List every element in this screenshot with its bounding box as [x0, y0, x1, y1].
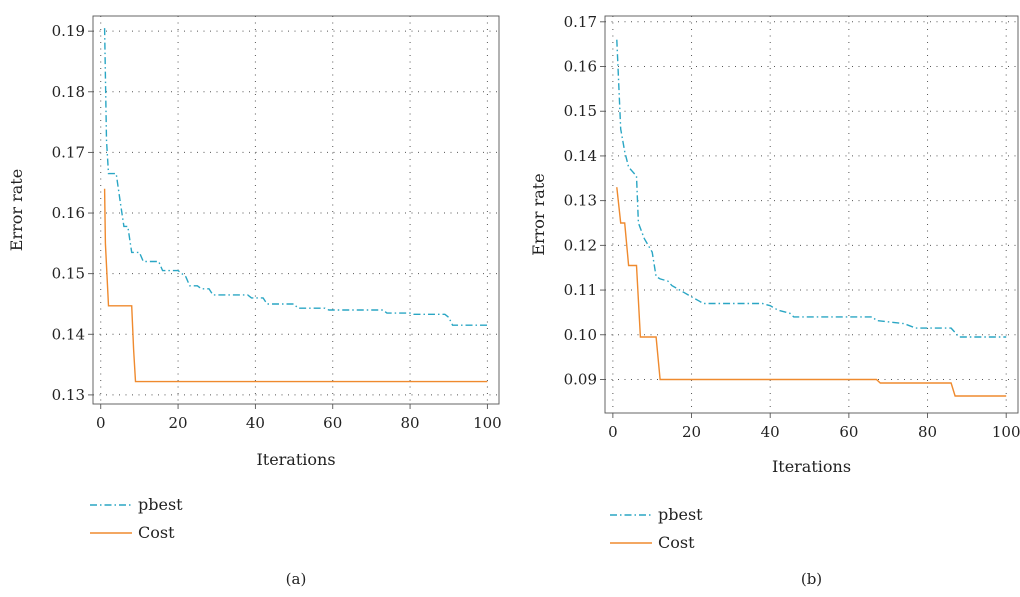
- series-lines: [103, 28, 488, 383]
- y-tick-label: 0.13: [564, 192, 597, 210]
- chart-panel-b: 0 20 40 60 80 100 0.09 0.10 0.11 0.12 0.13 0.14 0.1…: [529, 13, 1020, 588]
- x-tick-label: 80: [401, 414, 420, 432]
- grid-lines: [605, 16, 1018, 413]
- x-tick-label: 100: [473, 414, 502, 432]
- y-tick-label: 0.13: [52, 386, 85, 404]
- legend: pbest Cost: [90, 495, 183, 542]
- y-tick-label: 0.19: [52, 22, 85, 40]
- series-lines: [616, 39, 1007, 397]
- y-tick-label: 0.15: [52, 265, 85, 283]
- x-tick-label: 80: [918, 423, 937, 441]
- y-tick-label: 0.11: [564, 281, 597, 299]
- grid-lines: [93, 16, 499, 404]
- x-tick-label: 20: [169, 414, 188, 432]
- x-axis-ticks: 0 20 40 60 80 100: [608, 413, 1020, 441]
- x-tick-label: 0: [96, 414, 106, 432]
- x-axis-ticks: 0 20 40 60 80 100: [96, 404, 502, 432]
- y-tick-label: 0.14: [52, 325, 85, 343]
- y-tick-label: 0.16: [564, 58, 597, 76]
- x-tick-label: 60: [839, 423, 858, 441]
- y-tick-label: 0.10: [564, 326, 597, 344]
- series-line-cost: [103, 188, 488, 383]
- y-axis-ticks: 0.09 0.10 0.11 0.12 0.13 0.14 0.15 0.16 0.17: [564, 13, 605, 388]
- series-line-pbest: [616, 39, 1007, 338]
- x-tick-label: 40: [761, 423, 780, 441]
- y-axis-ticks: 0.13 0.14 0.15 0.16 0.17 0.18 0.19: [52, 22, 93, 404]
- y-tick-label: 0.12: [564, 236, 597, 254]
- legend-label-pbest: pbest: [658, 505, 703, 524]
- y-tick-label: 0.18: [52, 83, 85, 101]
- legend: pbest Cost: [610, 505, 703, 552]
- x-tick-label: 0: [608, 423, 618, 441]
- y-tick-label: 0.09: [564, 370, 597, 388]
- series-line-cost: [616, 187, 1007, 397]
- x-tick-label: 100: [992, 423, 1020, 441]
- x-tick-label: 40: [246, 414, 265, 432]
- x-tick-label: 60: [323, 414, 342, 432]
- y-axis-title: Error rate: [7, 169, 26, 251]
- x-tick-label: 20: [682, 423, 701, 441]
- series-line-pbest: [103, 28, 488, 326]
- y-tick-label: 0.15: [564, 102, 597, 120]
- legend-label-cost: Cost: [658, 533, 695, 552]
- y-tick-label: 0.14: [564, 147, 597, 165]
- legend-label-cost: Cost: [138, 523, 175, 542]
- y-axis-title: Error rate: [529, 173, 548, 255]
- x-axis-title: Iterations: [256, 450, 335, 469]
- plot-area-frame: [92, 15, 500, 405]
- y-tick-label: 0.17: [52, 143, 85, 161]
- x-axis-title: Iterations: [772, 457, 851, 476]
- y-tick-label: 0.17: [564, 13, 597, 31]
- panel-label: (b): [801, 570, 822, 588]
- y-tick-label: 0.16: [52, 204, 85, 222]
- legend-label-pbest: pbest: [138, 495, 183, 514]
- chart-panel-a: 0 20 40 60 80 100 0.130.140.150.160.170.180.1…: [7, 15, 502, 588]
- plot-area-frame: [604, 15, 1019, 414]
- panel-label: (a): [286, 570, 307, 588]
